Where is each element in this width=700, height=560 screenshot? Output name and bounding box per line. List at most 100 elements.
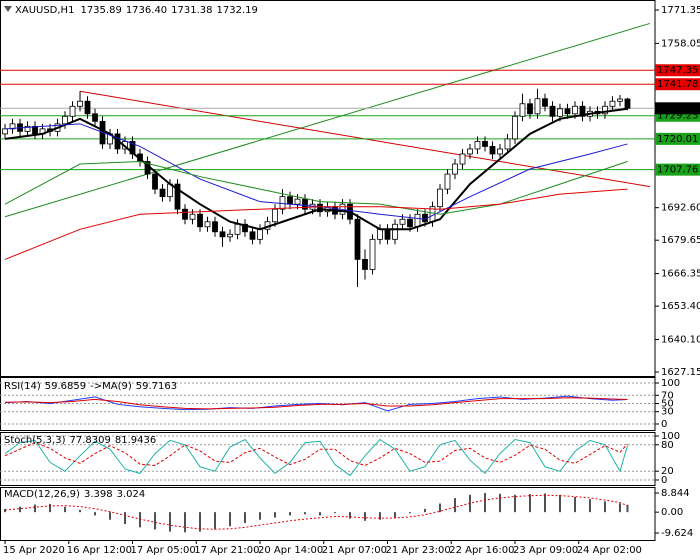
candle-body	[369, 238, 376, 270]
stoch-signal-value: 81.9436	[115, 435, 156, 446]
macd-bar	[378, 512, 381, 520]
macd-bar	[393, 512, 396, 518]
level-label-box	[655, 132, 700, 145]
candle-body	[497, 148, 503, 155]
level-label: 1747.35	[657, 65, 698, 76]
macd-bar	[304, 512, 307, 515]
stoch-name: Stoch(5,3,3)	[4, 435, 66, 446]
candle-body	[212, 221, 218, 233]
candle-body	[77, 100, 83, 107]
level-label: 1707.76	[657, 165, 698, 176]
candle-body	[69, 105, 76, 117]
y-tick-label: 0.00	[661, 507, 683, 518]
price-label-box	[655, 102, 700, 115]
macd-bar	[229, 512, 232, 527]
candle-body	[527, 103, 533, 115]
level-label-box	[655, 163, 700, 176]
rsi-ma-value: 59.7163	[136, 381, 177, 392]
candle-body	[317, 203, 323, 213]
candle-body	[257, 228, 263, 240]
candle-body	[392, 223, 398, 240]
y-tick-label: 30	[661, 407, 674, 418]
candle-body	[384, 228, 391, 240]
candle-body	[452, 163, 458, 175]
macd-bar	[259, 512, 262, 520]
y-tick-label: 100	[661, 431, 680, 442]
series-line	[5, 397, 628, 410]
candle-body	[2, 128, 8, 135]
candle-body	[467, 148, 473, 155]
macd-bar	[109, 512, 112, 520]
y-tick-label: 1640.10	[661, 334, 700, 345]
y-tick-label: 1758.05	[661, 38, 700, 49]
macd-plot	[4, 493, 629, 533]
macd-bar	[64, 506, 67, 513]
macd-signal-value: 3.024	[117, 489, 146, 500]
macd-bar	[438, 503, 441, 513]
macd-bar	[49, 503, 52, 513]
macd-bar	[244, 512, 247, 523]
candle-body	[174, 183, 181, 210]
level-label-box	[655, 64, 700, 77]
macd-bar	[319, 512, 322, 516]
macd-bar	[423, 508, 426, 513]
candle-body	[287, 196, 293, 205]
macd-bar	[618, 503, 621, 513]
series-line	[4, 107, 628, 231]
rsi-title: RSI(14) 59.6859 ->MA(9) 59.7163	[4, 381, 177, 392]
header: XAUUSD,H1 1735.89 1736.40 1731.38 1732.19	[15, 5, 258, 16]
candle-body	[557, 108, 563, 117]
series-line	[4, 188, 628, 260]
candle-body	[9, 123, 16, 130]
candle-body	[437, 188, 443, 208]
macd-frame	[0, 487, 656, 541]
candle-body	[549, 105, 556, 117]
macd-bar	[453, 498, 456, 513]
candle-body	[32, 125, 38, 135]
rsi-value: 59.6859	[45, 381, 86, 392]
x-tick-label: 17 Apr 05:00	[131, 545, 196, 556]
macd-bar	[333, 512, 336, 514]
x-tick-label: 15 Apr 2020	[3, 545, 65, 556]
candle-body	[624, 98, 631, 109]
low-label: 1731.38	[171, 5, 212, 16]
macd-main-value: 3.398	[84, 489, 113, 500]
candle-body	[227, 233, 233, 238]
candle-body	[617, 98, 623, 102]
macd-bar	[169, 512, 172, 532]
macd-bar	[483, 493, 486, 513]
macd-bar	[289, 512, 292, 516]
macd-bar	[199, 512, 202, 532]
candle-body	[534, 98, 541, 115]
candle-body	[459, 153, 466, 165]
candle-body	[242, 223, 248, 233]
y-tick-label: 100	[661, 378, 680, 389]
level-label: 1729.23	[657, 111, 698, 122]
candle-body	[564, 108, 571, 115]
y-tick-label: 80	[661, 440, 674, 451]
candle-body	[602, 105, 608, 115]
candle-body	[24, 125, 31, 132]
candle-body	[189, 213, 196, 220]
candle-body	[482, 141, 488, 147]
x-tick-label: 16 Apr 12:00	[67, 545, 132, 556]
x-tick-label: 21 Apr 23:00	[385, 545, 450, 556]
macd-bar	[139, 512, 142, 528]
y-tick-label: 1679.65	[661, 235, 700, 246]
symbol: XAUUSD,H1	[15, 5, 74, 16]
candle-body	[302, 198, 308, 210]
macd-bar	[4, 508, 7, 513]
candle-body	[294, 198, 301, 205]
candle-body	[362, 259, 368, 270]
macd-bar	[513, 494, 516, 513]
candle-body	[84, 100, 91, 115]
stoch-plot	[0, 435, 655, 481]
price-label: 1732.19	[657, 103, 698, 114]
candle-body	[197, 213, 203, 228]
macd-bar	[124, 512, 127, 525]
x-tick-label: 22 Apr 16:00	[449, 545, 514, 556]
trendline	[4, 22, 651, 218]
macd-bar	[363, 512, 366, 521]
